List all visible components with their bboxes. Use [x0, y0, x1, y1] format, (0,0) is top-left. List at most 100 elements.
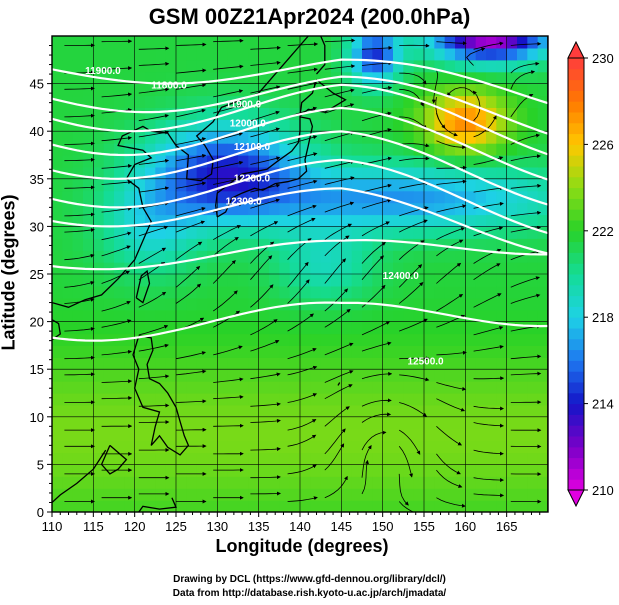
streamline-130: [64, 253, 95, 261]
streamline-111: [324, 288, 349, 312]
streamline-11: [473, 493, 505, 498]
colorbar-label-222: 222: [592, 224, 614, 239]
streamline-198: [175, 137, 207, 145]
streamline-249: [138, 46, 170, 51]
streamline-36: [436, 453, 461, 475]
streamline-152: [399, 219, 428, 233]
height-contour-12300: [52, 187, 548, 255]
streamline-34: [361, 430, 387, 451]
streamline-184: [138, 158, 170, 165]
streamline-121: [212, 260, 236, 284]
streamline-187: [250, 156, 281, 165]
coastline-6: [132, 335, 190, 456]
streamline-47: [361, 412, 392, 423]
streamline-81: [175, 351, 206, 360]
streamline-117: [64, 280, 95, 288]
streamline-80: [138, 343, 169, 352]
streamline-33: [324, 428, 346, 455]
streamline-216: [361, 111, 392, 122]
height-contour-12500: [52, 301, 548, 342]
streamline-239: [250, 60, 281, 66]
x-tick-label-120: 120: [124, 519, 146, 534]
streamline-235: [101, 66, 133, 71]
streamline-254: [324, 38, 356, 43]
streamline-6: [287, 496, 318, 502]
y-tick-label-20: 20: [30, 315, 44, 330]
streamline-181: [510, 183, 542, 189]
streamline-31: [250, 447, 281, 452]
height-contour-12400: [52, 238, 548, 271]
streamline-18: [250, 475, 281, 480]
streamline-110: [287, 279, 310, 304]
streamline-115: [473, 293, 502, 308]
height-contour-11900: [52, 58, 548, 105]
streamline-229: [361, 85, 393, 94]
streamline-200: [250, 127, 280, 138]
colorbar-min-arrow: [567, 489, 585, 508]
streamline-37: [473, 449, 504, 456]
streamline-118: [101, 270, 131, 284]
coastline-9: [138, 497, 177, 512]
streamline-148: [250, 221, 279, 237]
streamline-217: [399, 116, 428, 129]
colorbar: 210 214 218 222 226 230: [567, 40, 614, 508]
streamline-250: [175, 42, 207, 47]
streamline-60: [361, 398, 392, 407]
streamline-210: [138, 113, 169, 122]
x-tick-label-110: 110: [42, 519, 63, 534]
streamline-76: [473, 376, 505, 381]
x-tick-label-150: 150: [372, 519, 394, 534]
streamline-77: [510, 371, 542, 376]
coastline-5: [135, 269, 151, 304]
streamline-96: [250, 319, 278, 336]
streamline-49: [436, 426, 462, 446]
streamline-41: [138, 420, 170, 425]
streamline-86: [361, 341, 392, 352]
streamline-layer: [64, 38, 542, 512]
streamline-145: [138, 225, 169, 237]
streamline-133: [175, 241, 203, 261]
streamline-35: [398, 446, 414, 478]
streamline-45: [287, 419, 317, 431]
coastline-1: [215, 116, 314, 218]
colorbar-max-arrow: [567, 40, 585, 59]
streamline-93: [138, 325, 169, 336]
contour-label-11800: 11800.0: [151, 80, 187, 91]
y-tick-label-40: 40: [30, 124, 44, 139]
x-tick-label-125: 125: [165, 519, 187, 534]
streamline-114: [436, 293, 464, 312]
colorbar-label-226: 226: [592, 137, 614, 152]
coastline-11: [337, 382, 341, 386]
streamline-46: [324, 406, 350, 427]
streamline-242: [361, 61, 393, 66]
streamline-205: [436, 140, 467, 150]
streamline-113: [398, 282, 424, 304]
streamline-237: [175, 68, 207, 74]
streamline-90: [510, 354, 542, 360]
streamline-171: [138, 186, 170, 193]
streamline-238: [213, 64, 244, 70]
streamline-143: [64, 227, 95, 233]
streamline-251: [213, 38, 244, 43]
streamline-166: [436, 204, 467, 213]
streamline-53: [101, 396, 133, 401]
streamline-106: [138, 291, 167, 308]
streamline-129: [510, 276, 540, 288]
y-tick-label-45: 45: [30, 77, 44, 92]
streamline-125: [361, 255, 384, 280]
streamline-44: [250, 418, 281, 423]
streamline-75: [436, 382, 467, 391]
y-tick-label-35: 35: [30, 172, 44, 187]
x-tick-label-135: 135: [248, 519, 270, 534]
streamline-175: [287, 179, 318, 189]
streamline-7: [324, 475, 348, 499]
x-tick-label-130: 130: [206, 519, 228, 534]
streamline-84: [287, 348, 317, 360]
streamline-89: [473, 344, 504, 352]
colorbar-label-230: 230: [592, 51, 614, 66]
streamline-97: [287, 313, 314, 332]
x-axis-label: Longitude (degrees): [215, 536, 389, 556]
streamline-32: [287, 434, 317, 447]
streamline-169: [64, 185, 95, 190]
streamline-69: [213, 377, 244, 383]
